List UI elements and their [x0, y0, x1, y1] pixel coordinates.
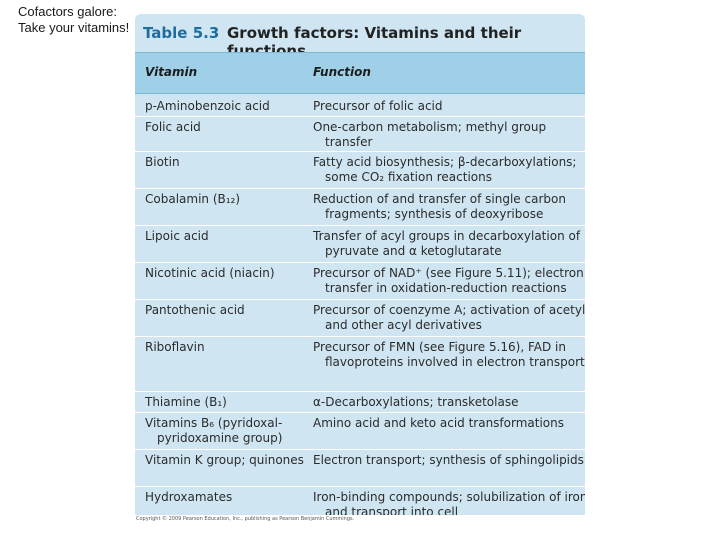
vitamin-cell: Thiamine (B₁): [145, 395, 227, 409]
function-cell: Precursor of coenzyme A; activation of a…: [313, 303, 585, 332]
table-body: p-Aminobenzoic acid Precursor of folic a…: [135, 96, 585, 515]
function-cell: Precursor of FMN (see Figure 5.16), FAD …: [313, 340, 585, 369]
table-row: Biotin Fatty acid biosynthesis; β-decarb…: [135, 152, 585, 189]
function-cell: Reduction of and transfer of single carb…: [313, 192, 566, 221]
table-row: Thiamine (B₁) α-Decarboxylations; transk…: [135, 392, 585, 413]
function-cell: Electron transport; synthesis of sphingo…: [313, 453, 584, 467]
vitamin-cell: Cobalamin (B₁₂): [145, 192, 241, 206]
table-row: Lipoic acid Transfer of acyl groups in d…: [135, 226, 585, 263]
table-row: p-Aminobenzoic acid Precursor of folic a…: [135, 96, 585, 117]
table-row: Hydroxamates Iron-binding compounds; sol…: [135, 487, 585, 515]
slide-title: Cofactors galore: Take your vitamins!: [18, 4, 130, 35]
function-cell: One-carbon metabolism; methyl group tran…: [313, 120, 547, 149]
vitamin-cell: Nicotinic acid (niacin): [145, 266, 275, 280]
column-header-row: Vitamin Function: [135, 52, 585, 94]
table-row: Nicotinic acid (niacin) Precursor of NAD…: [135, 263, 585, 300]
function-cell: α-Decarboxylations; transketolase: [313, 395, 519, 409]
function-cell: Transfer of acyl groups in decarboxylati…: [313, 229, 581, 258]
function-cell: Fatty acid biosynthesis; β-decarboxylati…: [313, 155, 577, 184]
vitamin-cell: Vitamins B₆ (pyridoxal-pyridoxamine grou…: [145, 416, 283, 445]
table-row: Riboflavin Precursor of FMN (see Figure …: [135, 337, 585, 392]
vitamin-cell: Pantothenic acid: [145, 303, 245, 317]
table-row: Vitamins B₆ (pyridoxal-pyridoxamine grou…: [135, 413, 585, 450]
table-number: Table 5.3: [143, 24, 220, 42]
vitamin-cell: Hydroxamates: [145, 490, 233, 504]
column-header-function: Function: [313, 65, 371, 79]
vitamin-table: Table 5.3 Growth factors: Vitamins and t…: [135, 14, 585, 515]
function-cell: Amino acid and keto acid transformations: [313, 416, 565, 430]
table-row: Cobalamin (B₁₂) Reduction of and transfe…: [135, 189, 585, 226]
function-cell: Precursor of NAD⁺ (see Figure 5.11); ele…: [313, 266, 584, 295]
vitamin-cell: Lipoic acid: [145, 229, 209, 243]
vitamin-cell: Folic acid: [145, 120, 201, 134]
function-cell: Precursor of folic acid: [313, 99, 443, 113]
vitamin-cell: Vitamin K group; quinones: [145, 453, 304, 467]
table-row: Folic acid One-carbon metabolism; methyl…: [135, 117, 585, 152]
table-header: Table 5.3 Growth factors: Vitamins and t…: [135, 14, 585, 60]
table-row: Vitamin K group; quinones Electron trans…: [135, 450, 585, 487]
vitamin-cell: Riboflavin: [145, 340, 205, 354]
vitamin-cell: Biotin: [145, 155, 180, 169]
function-cell: Iron-binding compounds; solubilization o…: [313, 490, 585, 515]
copyright-notice: Copyright © 2009 Pearson Education, Inc.…: [136, 516, 355, 522]
table-row: Pantothenic acid Precursor of coenzyme A…: [135, 300, 585, 337]
column-header-vitamin: Vitamin: [145, 65, 198, 79]
vitamin-cell: p-Aminobenzoic acid: [145, 99, 270, 113]
